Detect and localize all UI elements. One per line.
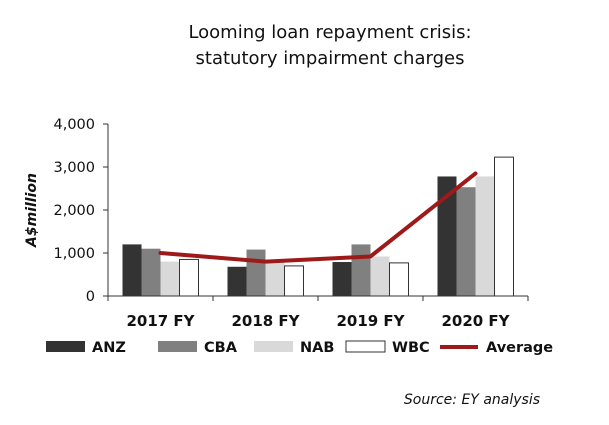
line-average [158,171,478,264]
bar-nab-2020-fy [475,176,495,296]
bar-cba-2017-fy [141,248,161,296]
y-tick-label: 4,000 [53,117,95,133]
legend-swatch-nab [254,341,293,352]
bar-cba-2020-fy [456,187,476,296]
legend-swatch-anz [46,341,85,352]
x-tick-label: 2019 FY [336,312,405,330]
legend-label-anz: ANZ [92,340,126,356]
bar-anz-2018-fy [227,266,247,296]
source-note: Source: EY analysis [404,392,540,408]
x-tick-label: 2020 FY [441,312,510,330]
legend-label-average: Average [486,340,553,356]
legend-swatch-cba [158,341,197,352]
y-axis: 0 1,000 2,000 3,000 4,000 [53,117,109,305]
average-line [158,171,478,264]
y-tick-label: 0 [86,289,95,305]
bar-nab-2019-fy [370,256,390,296]
bar-wbc-2019-fy [389,262,409,297]
bar-anz-2019-fy [332,262,352,296]
bar-anz-2017-fy [122,244,142,296]
y-axis-label: A$million [24,173,40,248]
y-tick-label: 2,000 [53,203,95,219]
bar-wbc-2018-fy [284,265,304,297]
bar-cba-2018-fy [246,249,266,296]
x-tick-label: 2018 FY [231,312,300,330]
chart-title: Looming loan repayment crisis: [188,22,471,43]
bar-wbc-2017-fy [179,258,199,297]
bar-cba-2019-fy [351,244,371,296]
legend-label-wbc: WBC [392,340,430,356]
chart-subtitle: statutory impairment charges [196,48,465,69]
bar-nab-2018-fy [265,261,285,296]
bar-anz-2020-fy [437,176,457,296]
y-tick-label: 1,000 [53,246,95,262]
y-tick-label: 3,000 [53,160,95,176]
legend-swatch-wbc [345,340,386,353]
legend: ANZ CBA NAB WBC Average [46,340,553,356]
x-tick-label: 2017 FY [126,312,195,330]
legend-label-nab: NAB [300,340,334,356]
x-axis: 2017 FY 2018 FY 2019 FY 2020 FY [107,295,529,330]
bar-wbc-2020-fy [494,156,514,297]
legend-label-cba: CBA [204,340,238,356]
bars [122,156,514,297]
bar-nab-2017-fy [160,261,180,296]
